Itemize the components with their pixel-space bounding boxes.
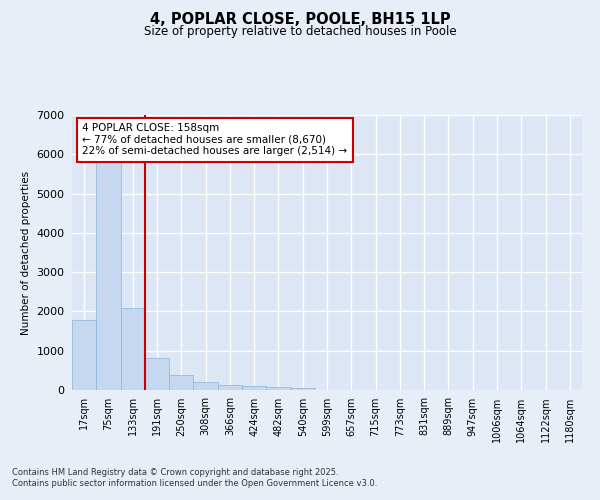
Bar bbox=[218, 385, 242, 390]
Bar bbox=[193, 382, 218, 390]
Bar bbox=[290, 388, 315, 390]
Bar bbox=[169, 376, 193, 390]
Bar bbox=[72, 320, 96, 390]
Bar bbox=[121, 308, 145, 390]
Bar bbox=[266, 387, 290, 390]
Text: 4 POPLAR CLOSE: 158sqm
← 77% of detached houses are smaller (8,670)
22% of semi-: 4 POPLAR CLOSE: 158sqm ← 77% of detached… bbox=[82, 123, 347, 156]
Bar bbox=[145, 358, 169, 390]
Y-axis label: Number of detached properties: Number of detached properties bbox=[20, 170, 31, 334]
Text: Size of property relative to detached houses in Poole: Size of property relative to detached ho… bbox=[143, 25, 457, 38]
Text: 4, POPLAR CLOSE, POOLE, BH15 1LP: 4, POPLAR CLOSE, POOLE, BH15 1LP bbox=[149, 12, 451, 28]
Bar bbox=[242, 386, 266, 390]
Text: Contains HM Land Registry data © Crown copyright and database right 2025.
Contai: Contains HM Land Registry data © Crown c… bbox=[12, 468, 377, 487]
Bar bbox=[96, 161, 121, 390]
